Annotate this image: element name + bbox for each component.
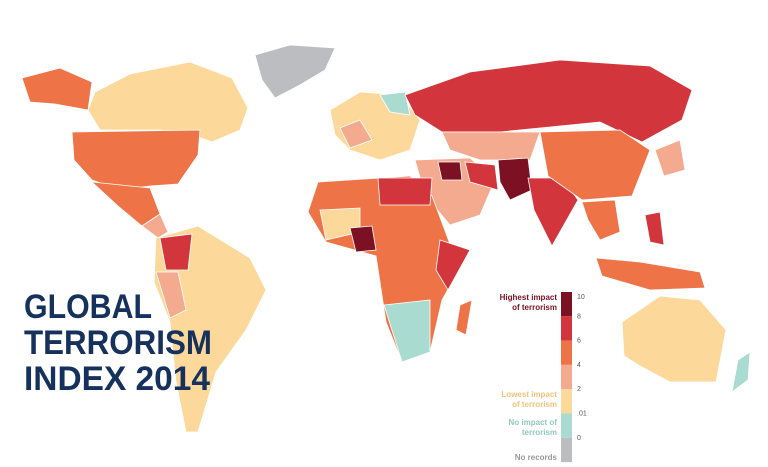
legend-tick: 2: [577, 386, 581, 393]
legend-label: terrorism: [522, 428, 557, 437]
central-asia: [441, 131, 541, 161]
legend-label: of terrorism: [512, 400, 557, 409]
title-line: INDEX 2014: [24, 360, 210, 398]
south-america: [153, 225, 267, 433]
legend-swatch: [561, 389, 572, 414]
iraq: [437, 161, 463, 181]
central-america: [141, 213, 169, 239]
legend-tick: 10: [577, 294, 585, 301]
canada: [87, 61, 249, 143]
legend-label: of terrorism: [512, 303, 557, 312]
philippines: [644, 211, 665, 246]
iran: [464, 161, 499, 191]
legend-swatch: [561, 364, 572, 390]
world-map: [21, 44, 751, 433]
legend-swatch: [561, 437, 572, 463]
colombia: [159, 233, 193, 271]
indonesia: [595, 257, 706, 291]
southeast-asia: [581, 199, 621, 241]
legend-swatch: [561, 292, 572, 317]
legend-label: Lowest impact: [501, 390, 557, 399]
legend-swatch: [561, 316, 572, 341]
nigeria: [349, 225, 377, 253]
western-europe: [339, 119, 373, 149]
usa: [71, 129, 201, 191]
japan-korea: [654, 139, 686, 177]
new-zealand: [731, 351, 751, 393]
legend-tick: 6: [577, 338, 581, 345]
legend-label: No impact of: [509, 418, 558, 427]
legend-label: No records: [515, 453, 558, 462]
legend-swatch: [561, 413, 572, 438]
greenland: [254, 44, 336, 99]
afghanistan-pakistan: [497, 157, 533, 201]
legend-tick: 8: [577, 313, 581, 320]
title-line: GLOBAL: [24, 288, 152, 326]
peru: [155, 271, 187, 319]
madagascar: [455, 299, 473, 336]
china: [539, 129, 651, 201]
australia: [621, 295, 727, 383]
legend-label: Highest impact: [500, 293, 558, 302]
mexico: [90, 181, 161, 227]
legend-tick: .01: [577, 411, 587, 418]
title-line: TERRORISM: [24, 324, 212, 362]
russia: [404, 59, 693, 143]
north-africa: [377, 177, 433, 206]
legend-tick: 0: [577, 435, 581, 442]
legend-tick: 4: [577, 362, 581, 369]
legend-swatch: [561, 340, 572, 365]
southern-africa: [383, 299, 431, 363]
somalia-kenya: [435, 239, 471, 291]
alaska: [21, 67, 93, 111]
nordic: [379, 91, 411, 116]
